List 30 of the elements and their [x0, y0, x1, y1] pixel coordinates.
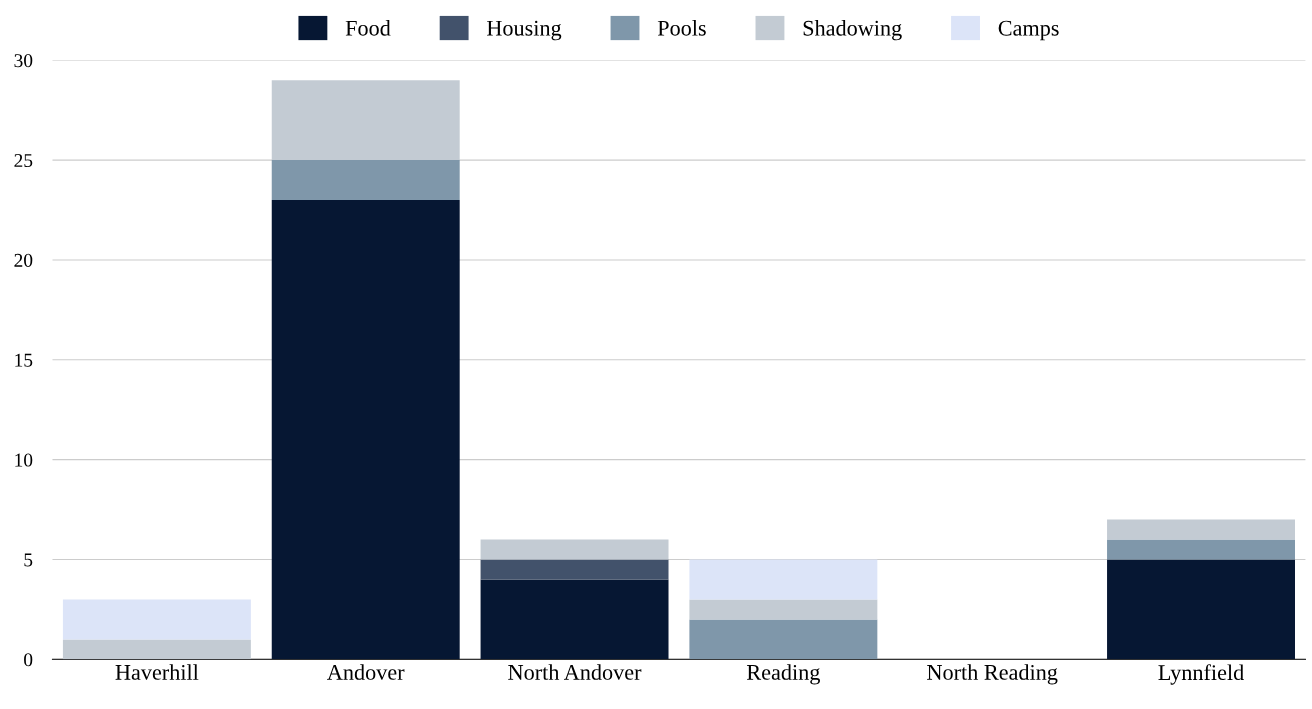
bar — [62, 639, 251, 660]
bar — [62, 599, 251, 640]
y-tick-label: 20 — [14, 253, 33, 267]
bar — [1107, 519, 1295, 540]
x-tick-label: North Reading — [927, 664, 1058, 685]
bar — [689, 559, 878, 600]
bar — [480, 559, 669, 580]
legend-label: Housing — [487, 20, 562, 41]
bar — [1107, 539, 1295, 560]
y-tick-label: 10 — [15, 453, 33, 467]
bar — [689, 619, 878, 660]
x-tick-label: Andover — [327, 664, 405, 680]
bar — [1107, 559, 1295, 660]
legend-label: Pools — [657, 20, 706, 36]
bar — [271, 200, 460, 660]
y-tick-label: 30 — [14, 54, 33, 68]
x-tick-label: North Andover — [508, 664, 642, 680]
bar — [480, 579, 669, 660]
y-tick-label: 25 — [14, 153, 33, 168]
legend-label: Camps — [998, 20, 1059, 41]
x-tick-label: Lynnfield — [1158, 664, 1244, 685]
x-tick-label: Reading — [746, 664, 820, 685]
legend-label: Shadowing — [803, 20, 902, 41]
y-tick-label: 0 — [24, 653, 33, 667]
bar — [689, 599, 878, 620]
y-tick-label: 15 — [15, 353, 33, 367]
bar — [271, 160, 460, 201]
x-tick-label: Haverhill — [115, 664, 199, 680]
y-tick-label: 5 — [24, 553, 33, 567]
legend-label: Food — [345, 20, 391, 36]
